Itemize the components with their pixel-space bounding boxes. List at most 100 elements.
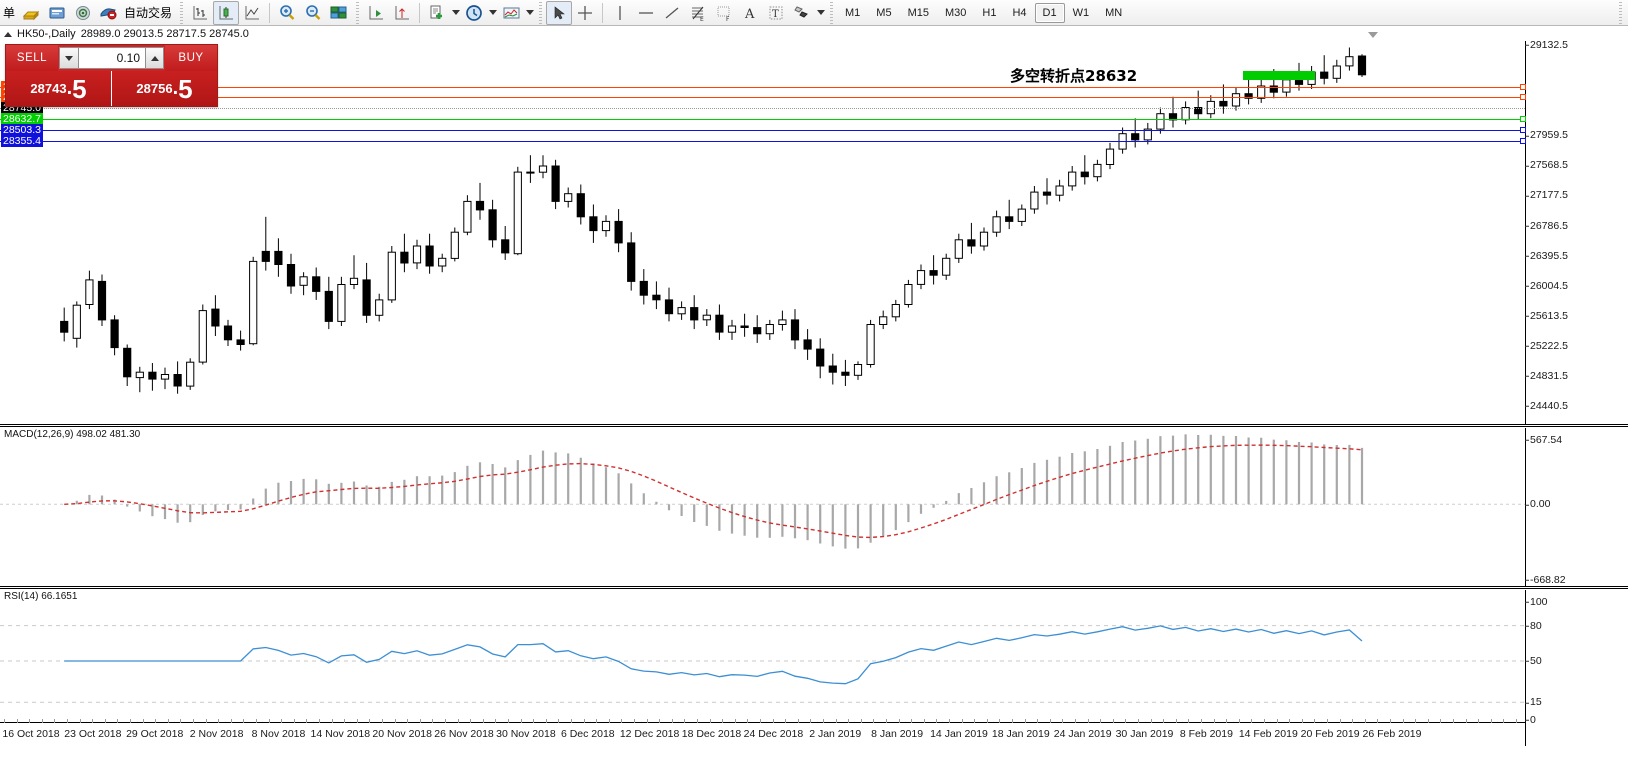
new-order-icon[interactable]: 单 <box>2 1 18 25</box>
candlestick-chart-icon[interactable] <box>213 0 240 25</box>
macd-pane[interactable]: MACD(12,26,9) 498.02 481.30 567.54 0.00 -6… <box>0 428 1628 586</box>
price-level-handle[interactable] <box>1520 138 1526 144</box>
x-grid-mark <box>331 719 333 723</box>
buy-price[interactable]: 28756 . 5 <box>111 71 217 106</box>
fibonacci-icon[interactable]: E <box>685 1 711 25</box>
price-level-line[interactable] <box>0 108 1525 109</box>
x-axis[interactable]: 16 Oct 2018 23 Oct 2018 29 Oct 2018 2 Nov 2… <box>0 719 1525 746</box>
x-axis-tick: 26 Feb 2019 <box>1362 728 1422 740</box>
price-level-line[interactable] <box>0 141 1525 142</box>
collapse-icon[interactable] <box>4 31 12 37</box>
x-axis-tick: 24 Dec 2018 <box>743 728 804 740</box>
horizontal-line-icon[interactable] <box>633 1 659 25</box>
templates-dropdown-icon[interactable] <box>450 1 461 25</box>
terminal-icon[interactable] <box>44 1 70 25</box>
volume-input[interactable]: 0.10 <box>79 47 145 69</box>
one-click-trading-panel[interactable]: SELL 0.10 BUY 28743 . 5 28756 . 5 <box>5 44 218 107</box>
zoom-out-icon[interactable] <box>300 1 326 25</box>
auto-scroll-icon[interactable] <box>389 1 415 25</box>
shapes-icon[interactable] <box>789 1 815 25</box>
tile-windows-icon[interactable] <box>326 1 352 25</box>
text-label-icon[interactable]: T <box>763 1 789 25</box>
trendline-icon[interactable] <box>659 1 685 25</box>
chart-shift-icon[interactable] <box>363 1 389 25</box>
price-level-label[interactable]: 28503.3 <box>1 124 43 136</box>
scroll-indicator-icon <box>1368 32 1378 38</box>
x-grid-mark <box>1037 719 1039 723</box>
price-level-handle[interactable] <box>1520 94 1526 100</box>
rsi-plot[interactable] <box>0 590 1525 746</box>
x-grid-mark <box>684 719 686 723</box>
timeframe-h4[interactable]: H4 <box>1012 6 1027 19</box>
timeframe-m5[interactable]: M5 <box>876 6 892 19</box>
x-grid-mark <box>167 719 169 723</box>
crosshair-icon[interactable] <box>572 1 598 25</box>
x-grid-mark <box>1276 719 1278 723</box>
pane-separator-1[interactable] <box>0 424 1628 427</box>
timeframe-mn[interactable]: MN <box>1105 6 1123 19</box>
timeframe-m30[interactable]: M30 <box>944 6 967 19</box>
x-grid-mark <box>1352 719 1354 723</box>
pane-separator-2[interactable] <box>0 586 1628 589</box>
x-axis-tick: 2 Jan 2019 <box>809 728 862 740</box>
x-axis-tick: 26 Nov 2018 <box>434 728 494 740</box>
annotation-text[interactable]: 多空转折点28632 <box>1010 67 1138 85</box>
timeframe-h1[interactable]: H1 <box>982 6 997 19</box>
shapes-dropdown-icon[interactable] <box>815 1 826 25</box>
x-grid-mark <box>230 719 232 723</box>
price-plot[interactable] <box>0 41 1525 424</box>
zoom-in-icon[interactable] <box>274 1 300 25</box>
timeframe-m15[interactable]: M15 <box>907 6 929 19</box>
price-level-label[interactable]: 28632.7 <box>1 113 43 125</box>
price-y-tick: 25613.5 <box>1525 309 1568 322</box>
templates-icon[interactable] <box>424 1 450 25</box>
period-icon[interactable] <box>461 1 487 25</box>
sell-price[interactable]: 28743 . 5 <box>6 71 111 106</box>
macd-y-axis[interactable]: 567.54 0.00 -668.82 <box>1524 428 1628 586</box>
volume-dropdown-icon[interactable] <box>59 47 79 69</box>
price-level-label[interactable]: 28355.4 <box>1 135 43 147</box>
indicators-dropdown-icon[interactable] <box>524 1 535 25</box>
price-level-line[interactable] <box>0 119 1525 120</box>
price-level-line[interactable] <box>0 97 1525 98</box>
x-grid-mark <box>785 719 787 723</box>
indicators-icon[interactable] <box>498 1 524 25</box>
signals-icon[interactable] <box>70 1 96 25</box>
buy-button[interactable]: BUY <box>165 45 217 71</box>
bar-chart-icon[interactable] <box>187 1 213 25</box>
pointer-icon[interactable] <box>546 0 573 25</box>
price-level-handle[interactable] <box>1520 127 1526 133</box>
gold-bars-icon[interactable] <box>18 1 44 25</box>
autotrading-label[interactable]: 自动交易 <box>124 6 173 20</box>
timeframe-d1[interactable]: D1 <box>1034 2 1065 23</box>
price-pane[interactable]: 29132.5 27959.5 27568.5 27177.5 26786.5 26395… <box>0 32 1628 424</box>
x-grid-mark <box>1163 719 1165 723</box>
main-toolbar: 单 <box>0 0 1628 26</box>
timeframe-w1[interactable]: W1 <box>1072 6 1090 19</box>
timeframe-m1[interactable]: M1 <box>845 6 861 19</box>
volume-increment-icon[interactable] <box>145 47 164 69</box>
price-level-line[interactable] <box>0 130 1525 131</box>
x-axis-tick: 6 Dec 2018 <box>560 728 615 740</box>
rsi-pane[interactable]: RSI(14) 66.1651 100 80 50 15 0 16 Oct 2018 23… <box>0 590 1628 746</box>
autotrading-icon[interactable] <box>96 1 122 25</box>
price-y-axis[interactable]: 29132.5 27959.5 27568.5 27177.5 26786.5 26395… <box>1525 40 1628 424</box>
fibo-fan-icon[interactable]: F <box>711 1 737 25</box>
rsi-y-axis[interactable]: 100 80 50 15 0 <box>1525 590 1628 746</box>
vertical-line-icon[interactable] <box>607 1 633 25</box>
x-grid-mark <box>495 719 497 723</box>
sell-button[interactable]: SELL <box>6 45 58 71</box>
annotation-green-box[interactable] <box>1243 71 1315 80</box>
text-icon[interactable]: A <box>737 1 763 25</box>
price-level-line[interactable] <box>0 87 1525 88</box>
x-grid-mark <box>193 719 194 723</box>
price-level-handle[interactable] <box>1520 84 1526 90</box>
chart-area[interactable]: 29132.5 27959.5 27568.5 27177.5 26786.5 26395… <box>0 32 1628 775</box>
line-chart-icon[interactable] <box>239 1 265 25</box>
x-grid-mark <box>482 719 484 723</box>
toolbar-grip-3 <box>537 1 545 24</box>
volume-stepper[interactable]: 0.10 <box>59 47 164 69</box>
macd-plot[interactable] <box>0 428 1525 586</box>
price-level-handle[interactable] <box>1520 116 1526 122</box>
period-dropdown-icon[interactable] <box>487 1 498 25</box>
